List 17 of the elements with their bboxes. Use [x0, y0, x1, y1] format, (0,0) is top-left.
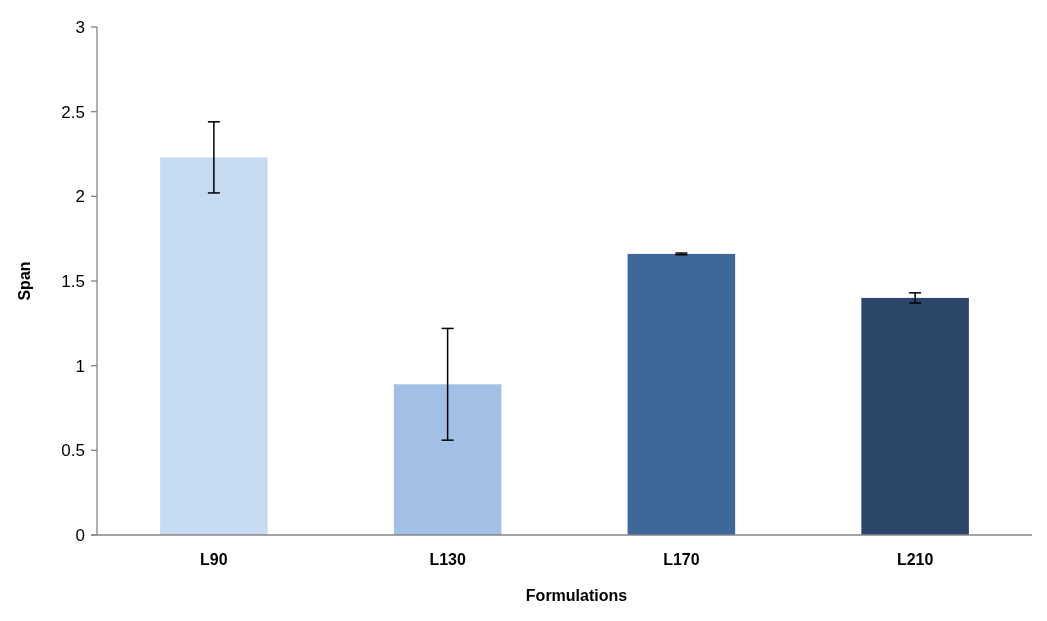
- x-tick-label: L210: [896, 551, 934, 568]
- y-tick-label: 2: [75, 187, 85, 207]
- y-tick-label: 2.5: [61, 102, 85, 122]
- bar: [861, 297, 969, 535]
- bar: [627, 253, 736, 535]
- y-tick-label: 1.5: [61, 271, 85, 291]
- bar: [160, 157, 268, 535]
- y-tick-label: 1: [75, 356, 85, 376]
- x-tick-label: L130: [429, 551, 466, 568]
- y-tick-label: 0.5: [61, 441, 85, 461]
- y-tick-label: 0: [75, 525, 85, 545]
- y-tick-label: 3: [75, 17, 85, 37]
- x-tick-label: L90: [200, 551, 228, 568]
- y-axis-title: Span: [16, 261, 33, 301]
- x-axis-title: Formulations: [525, 587, 628, 604]
- x-tick-label: L170: [663, 551, 700, 568]
- bar: [393, 384, 502, 535]
